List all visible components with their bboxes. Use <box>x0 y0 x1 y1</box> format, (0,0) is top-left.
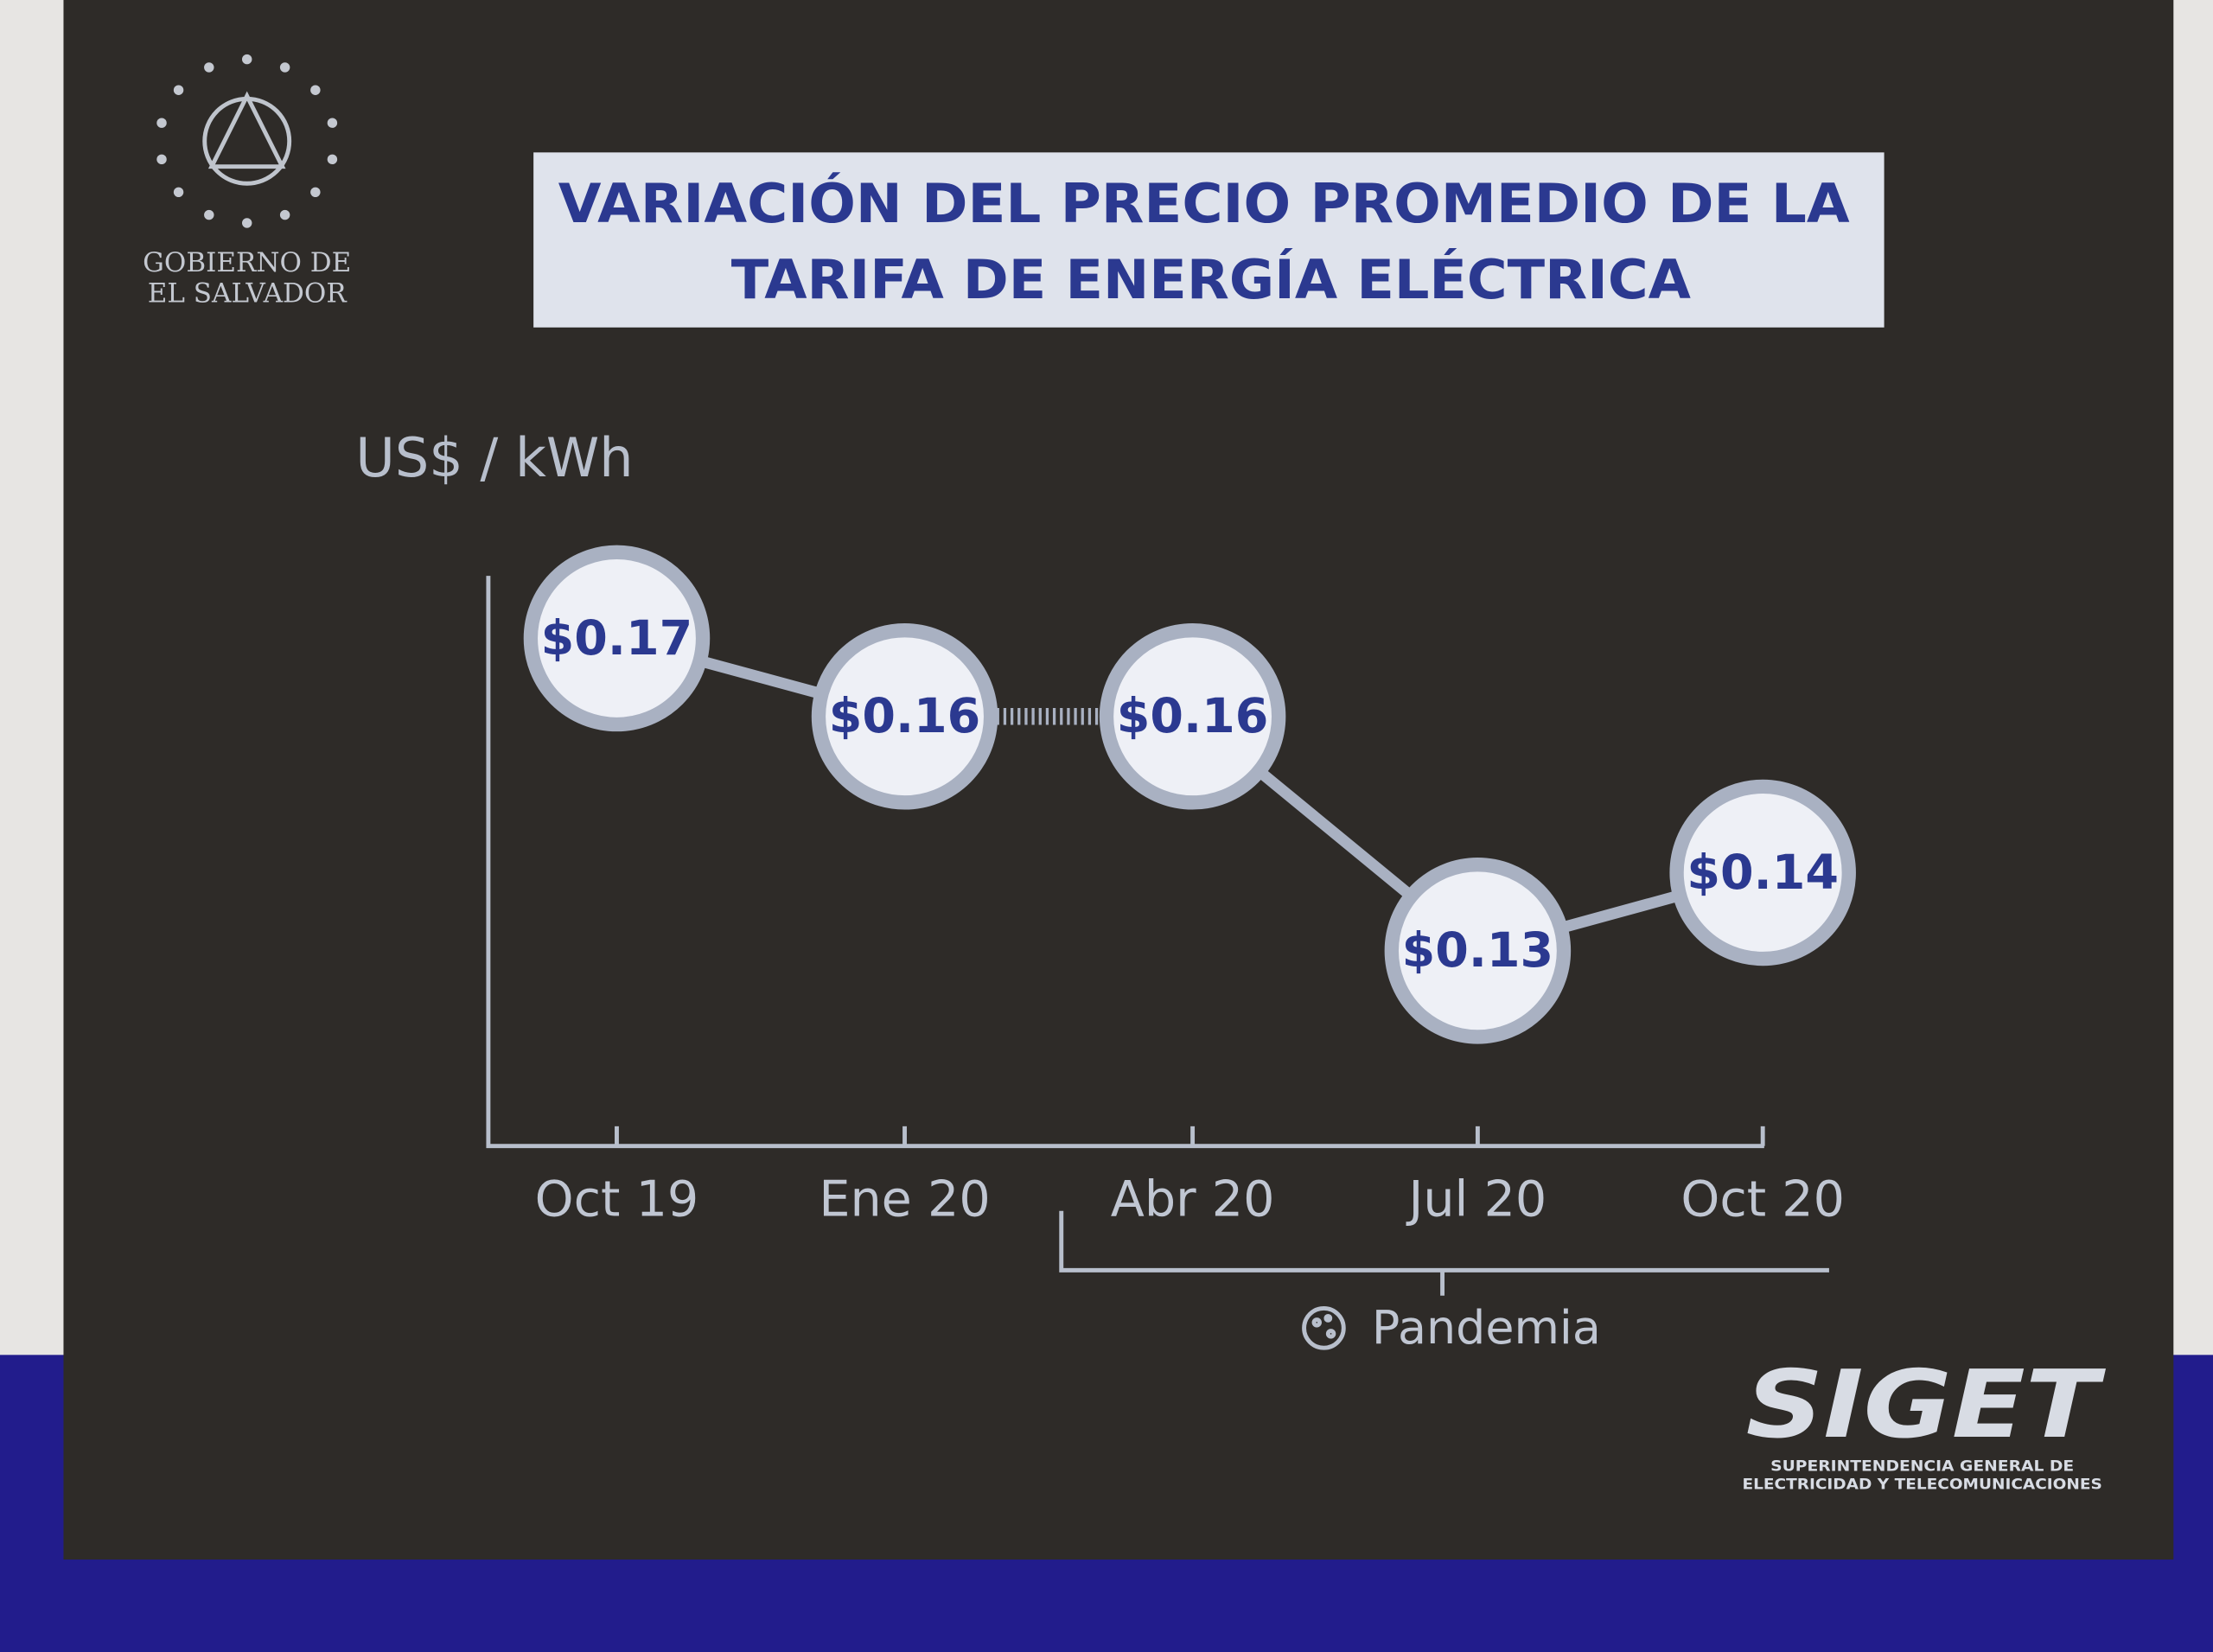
data-label: $0.16 <box>1117 688 1269 744</box>
point <box>1099 622 1286 810</box>
star <box>310 85 321 95</box>
star <box>156 154 167 165</box>
point <box>1384 858 1572 1044</box>
annotation: Pandemia <box>1372 1300 1601 1355</box>
point <box>523 545 711 732</box>
virus-icon <box>1302 1306 1346 1350</box>
x-tick-label: Abr 20 <box>1111 1171 1275 1228</box>
star <box>242 54 252 65</box>
axes <box>486 576 1764 1149</box>
star <box>173 85 184 95</box>
stars <box>156 54 338 228</box>
gov-logo: GOBIERNO DE <box>143 247 351 278</box>
y-axis-label: US$ / kWh <box>355 426 633 489</box>
x-tick-label: Ene 20 <box>819 1171 990 1228</box>
star <box>279 62 290 73</box>
point <box>811 622 998 810</box>
gov-logo: EL SALVADOR <box>148 278 348 309</box>
star <box>327 118 338 128</box>
star <box>242 218 252 228</box>
data-label: $0.13 <box>1402 922 1554 979</box>
siget-subtitle: SUPERINTENDENCIA GENERAL DE <box>1770 1457 2074 1475</box>
data-label: $0.14 <box>1687 845 1839 901</box>
data-label: $0.16 <box>829 688 981 744</box>
chart-title: VARIACIÓN DEL PRECIO PROMEDIO DE LA <box>558 172 1850 235</box>
star <box>156 118 167 128</box>
siget-subtitle: ELECTRICIDAD Y TELECOMUNICACIONES <box>1743 1477 2102 1494</box>
x-tick-label: Oct 20 <box>1680 1171 1845 1228</box>
star <box>279 209 290 220</box>
point <box>1669 779 1856 966</box>
x-tick-label: Oct 19 <box>535 1171 699 1228</box>
star <box>204 62 214 73</box>
emblem <box>202 91 292 186</box>
x-tick-label: Jul 20 <box>1406 1171 1547 1228</box>
plot: Oct 19 $0.17 Ene 20 $0.16 Abr 20 $0.16 Jul 20 $… <box>523 545 1856 1228</box>
title-box <box>533 152 1885 328</box>
data-label: $0.17 <box>541 610 693 667</box>
star <box>204 209 214 220</box>
bracket <box>1059 1210 1829 1272</box>
star <box>310 187 321 198</box>
star <box>173 187 184 198</box>
chart-title: TARIFA DE ENERGÍA ELÉCTRICA <box>731 248 1691 311</box>
star <box>327 154 338 165</box>
siget-logo: SIGET <box>1746 1351 2107 1459</box>
